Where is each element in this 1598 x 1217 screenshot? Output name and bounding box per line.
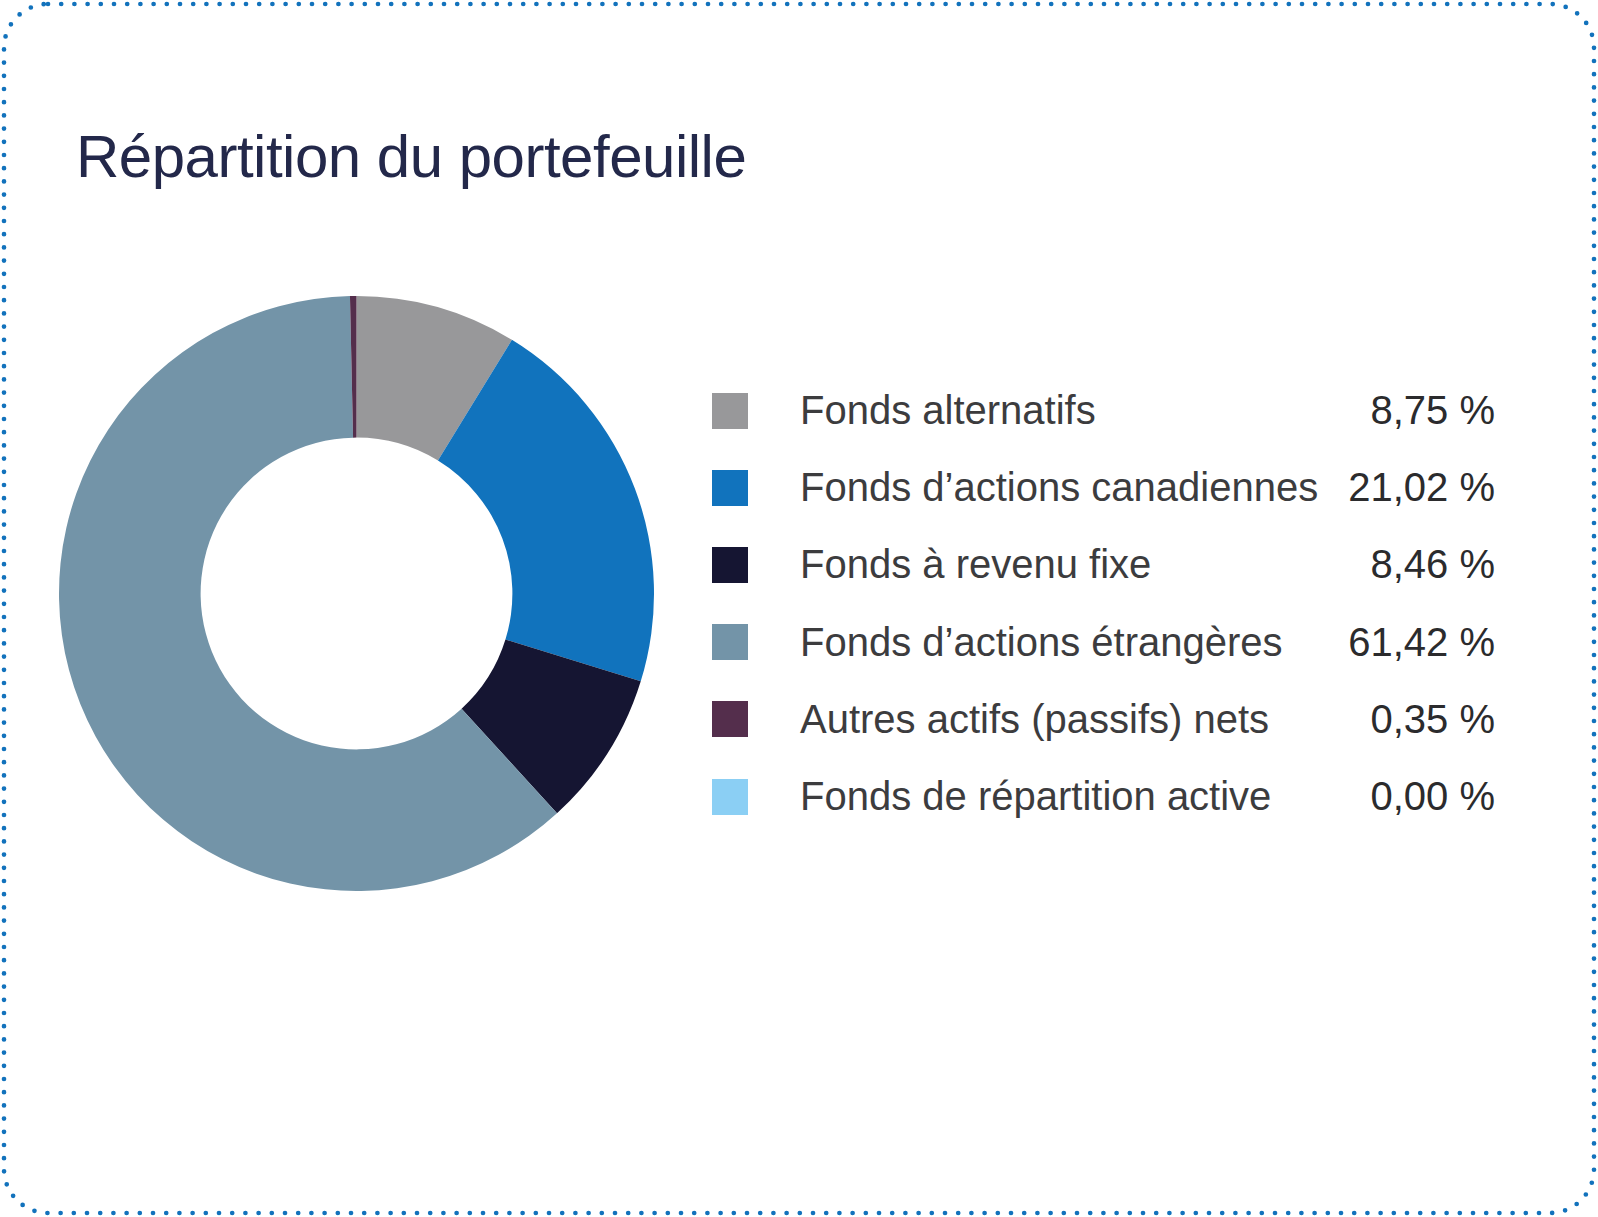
page-title: Répartition du portefeuille xyxy=(76,122,746,191)
legend-value-1: 21,02 % xyxy=(1348,465,1495,510)
legend-value-0: 8,75 % xyxy=(1370,388,1495,433)
legend-label-1: Fonds d’actions canadiennes xyxy=(800,465,1348,510)
legend-swatch-5 xyxy=(712,779,748,815)
legend-swatch-3 xyxy=(712,624,748,660)
legend-value-5: 0,00 % xyxy=(1370,774,1495,819)
legend-label-2: Fonds à revenu fixe xyxy=(800,542,1348,587)
legend-label-4: Autres actifs (passifs) nets xyxy=(800,697,1348,742)
donut-chart xyxy=(59,296,654,891)
legend-swatch-1 xyxy=(712,470,748,506)
legend-value-2: 8,46 % xyxy=(1370,542,1495,587)
legend-value-4: 0,35 % xyxy=(1370,697,1495,742)
legend-label-5: Fonds de répartition active xyxy=(800,774,1348,819)
legend-swatch-4 xyxy=(712,701,748,737)
legend-swatch-0 xyxy=(712,393,748,429)
legend-label-3: Fonds d’actions étrangères xyxy=(800,620,1348,665)
legend-value-3: 61,42 % xyxy=(1348,620,1495,665)
portfolio-allocation-card: Répartition du portefeuille Fonds altern… xyxy=(0,0,1598,1217)
legend-label-0: Fonds alternatifs xyxy=(800,388,1348,433)
legend: Fonds alternatifs 8,75 % Fonds d’actions c… xyxy=(712,372,1495,835)
legend-swatch-2 xyxy=(712,547,748,583)
